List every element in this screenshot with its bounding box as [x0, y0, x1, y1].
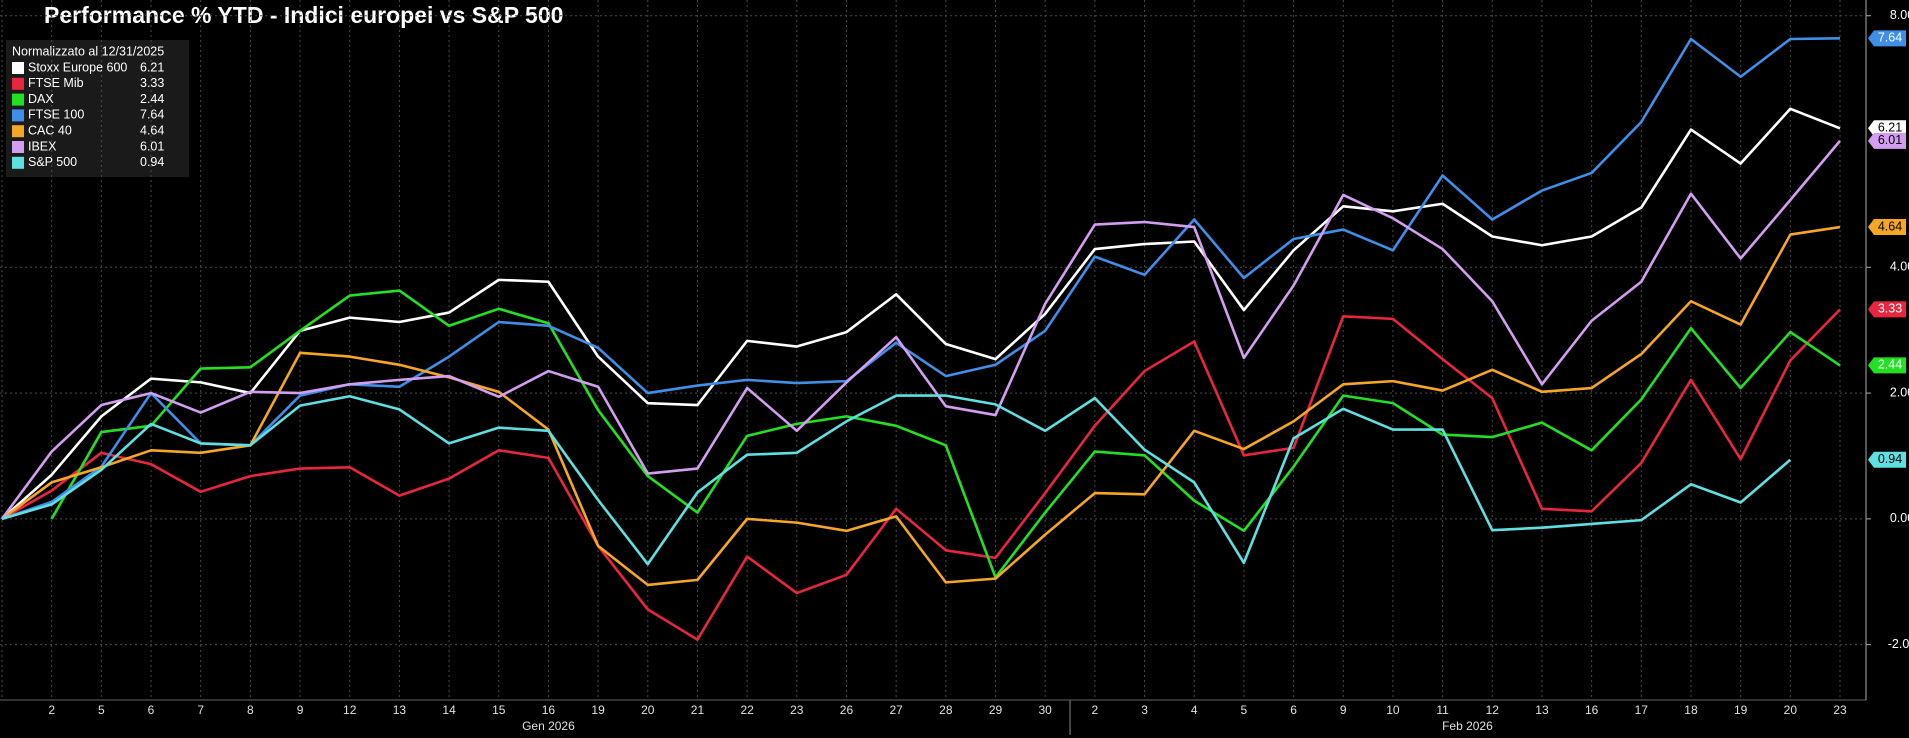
x-tick-label: 17: [1635, 703, 1649, 717]
legend-swatch: [12, 62, 24, 74]
x-tick-label: 27: [889, 703, 903, 717]
value-tag: [1868, 132, 1906, 149]
x-tick-label: 9: [1340, 703, 1347, 717]
x-tick-label: 18: [1684, 703, 1698, 717]
legend-value: 4.64: [140, 123, 164, 137]
series-line: [50, 289, 1841, 579]
x-tick-label: 23: [790, 703, 804, 717]
series-line: [1, 37, 1841, 521]
x-tick-label: 19: [1734, 703, 1748, 717]
x-tick-label: 26: [840, 703, 854, 717]
value-tag: [1868, 120, 1906, 137]
x-tick-label: 9: [297, 703, 304, 717]
series-line: [1, 107, 1841, 520]
legend-label: Stoxx Europe 600: [28, 60, 127, 74]
value-tag: [1868, 301, 1906, 318]
value-tag-label: 6.21: [1878, 121, 1902, 135]
legend-swatch: [12, 93, 24, 106]
value-tag: [1868, 219, 1906, 236]
x-tick-label: 8: [247, 703, 254, 717]
series-line: [1, 225, 1841, 587]
legend-value: 6.21: [140, 60, 164, 74]
y-tick-label: 0.00: [1890, 511, 1909, 525]
legend-value: 0.94: [140, 155, 164, 169]
legend-swatch: [12, 141, 24, 153]
x-tick-label: 19: [591, 703, 605, 717]
x-tick-label: 21: [691, 703, 705, 717]
y-tick-label: 4.00: [1890, 260, 1909, 274]
series-line: [1, 308, 1841, 641]
value-tag-label: 4.64: [1878, 219, 1902, 233]
x-tick-label: 15: [492, 703, 506, 717]
legend-swatch: [12, 125, 24, 138]
legend-swatch: [12, 156, 24, 169]
value-tag: [1868, 451, 1906, 468]
series-line: [0, 140, 1841, 520]
x-tick-label: 5: [98, 703, 105, 717]
legend-label: DAX: [28, 92, 54, 106]
legend-swatch: [12, 109, 24, 122]
x-tick-label: 5: [1241, 703, 1248, 717]
legend-swatch: [12, 77, 24, 90]
series-line: [1, 394, 1792, 566]
value-tag-label: 2.44: [1878, 358, 1902, 372]
x-tick-label: 11: [1436, 703, 1449, 717]
x-group-label: Feb 2026: [1442, 719, 1493, 733]
legend-label: IBEX: [28, 139, 57, 153]
value-tag-label: 6.01: [1878, 133, 1902, 147]
legend-value: 7.64: [140, 108, 164, 122]
x-tick-label: 7: [197, 703, 204, 717]
value-tag: [1868, 357, 1906, 374]
y-tick-label: 2.00: [1890, 385, 1909, 399]
value-tag-label: 3.33: [1878, 302, 1902, 316]
value-tag: [1868, 30, 1906, 47]
x-tick-label: 20: [1784, 703, 1798, 717]
x-tick-label: 13: [1535, 703, 1549, 717]
x-tick-label: 23: [1833, 703, 1847, 717]
legend-value: 3.33: [140, 76, 164, 90]
y-tick-label: -2.00: [1888, 637, 1909, 651]
legend-value: 6.01: [140, 139, 164, 153]
x-tick-label: 10: [1386, 703, 1400, 717]
x-tick-label: 16: [1585, 703, 1599, 717]
legend-label: CAC 40: [28, 123, 72, 137]
x-tick-label: 2: [48, 703, 55, 717]
x-tick-label: 6: [148, 703, 155, 717]
legend-box: [6, 40, 189, 177]
x-tick-label: 22: [740, 703, 754, 717]
legend-title: Normalizzato al 12/31/2025: [12, 44, 164, 58]
x-tick-label: 13: [393, 703, 407, 717]
legend-value: 2.44: [140, 92, 164, 106]
x-tick-label: 12: [343, 703, 357, 717]
value-tag-label: 7.64: [1878, 31, 1902, 45]
x-tick-label: 16: [542, 703, 556, 717]
x-tick-label: 12: [1486, 703, 1500, 717]
x-tick-label: 29: [989, 703, 1003, 717]
x-group-label: Gen 2026: [522, 719, 575, 733]
value-tag-label: 0.94: [1878, 452, 1902, 466]
x-tick-label: 6: [1290, 703, 1297, 717]
x-tick-label: 30: [1039, 703, 1053, 717]
x-tick-label: 2: [1092, 703, 1099, 717]
legend-label: FTSE 100: [28, 108, 84, 122]
y-tick-label: 8.00: [1890, 8, 1909, 22]
x-tick-label: 20: [641, 703, 655, 717]
legend-label: S&P 500: [28, 155, 77, 169]
x-tick-label: 28: [939, 703, 953, 717]
x-tick-label: 3: [1141, 703, 1148, 717]
x-tick-label: 14: [442, 703, 456, 717]
legend-label: FTSE Mib: [28, 76, 84, 90]
x-tick-label: 4: [1191, 703, 1198, 717]
chart-title: Performance % YTD - Indici europei vs S&…: [44, 2, 563, 28]
